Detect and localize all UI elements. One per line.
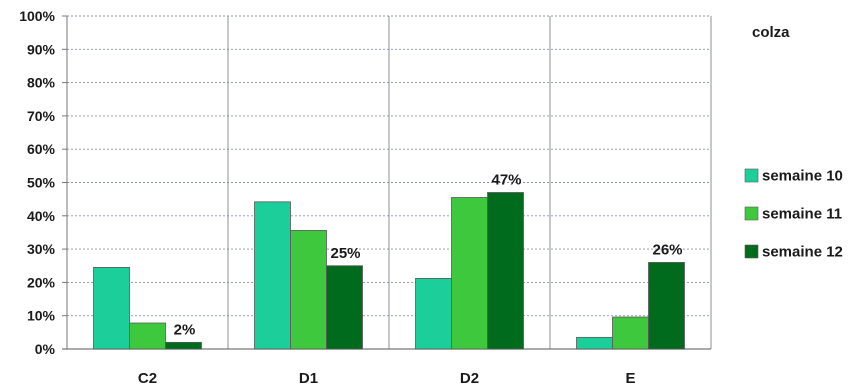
y-tick-label: 80%	[27, 75, 56, 91]
bar-e-series-2	[612, 316, 649, 350]
grid	[62, 15, 712, 350]
bar-d1-series-2	[290, 230, 327, 350]
legend-label: semaine 12	[762, 244, 843, 261]
data-label: 2%	[174, 321, 196, 338]
x-category-label: C2	[138, 370, 157, 385]
data-label: 26%	[652, 241, 682, 258]
legend-swatch	[744, 244, 759, 259]
chart-title: colza	[752, 24, 790, 41]
legend: semaine 10 semaine 11 semaine 12	[744, 168, 843, 261]
bar-d2-series-2	[451, 197, 488, 350]
y-tick-label: 60%	[27, 141, 56, 157]
y-tick-label: 10%	[27, 308, 56, 324]
bar-d2-series-3	[487, 192, 524, 350]
legend-swatch	[744, 206, 759, 221]
legend-swatch	[744, 168, 759, 183]
data-label: 47%	[491, 171, 521, 188]
bar-d1-series-1	[254, 201, 291, 350]
y-tick-label: 100%	[19, 8, 55, 24]
y-axis-ticks: 0% 10% 20% 30% 40% 50% 60% 70% 80% 90% 100%	[19, 8, 55, 357]
y-tick-label: 30%	[27, 241, 56, 257]
bar-d2-series-1	[415, 278, 452, 350]
bar-c2-series-1	[93, 267, 130, 350]
x-category-label: D2	[460, 370, 479, 385]
y-tick-label: 90%	[27, 41, 56, 57]
x-category-label: D1	[299, 370, 318, 385]
x-axis-categories: C2 D1 D2 E	[138, 370, 636, 385]
bar-c2-series-2	[129, 322, 166, 350]
data-label: 25%	[330, 245, 360, 262]
legend-label: semaine 10	[762, 168, 843, 185]
bar-c2-series-3	[165, 341, 202, 350]
y-tick-label: 20%	[27, 274, 56, 290]
bar-d1-series-3	[326, 265, 363, 350]
y-tick-label: 70%	[27, 108, 56, 124]
bar-e-series-1	[576, 336, 613, 350]
y-tick-label: 50%	[27, 175, 56, 191]
bar-e-series-3	[648, 262, 685, 350]
y-tick-label: 0%	[35, 341, 56, 357]
legend-label: semaine 11	[762, 206, 842, 223]
x-category-label: E	[625, 370, 635, 385]
data-labels: 2% 25% 47% 26%	[174, 171, 683, 338]
bars	[93, 192, 685, 350]
y-tick-label: 40%	[27, 208, 56, 224]
